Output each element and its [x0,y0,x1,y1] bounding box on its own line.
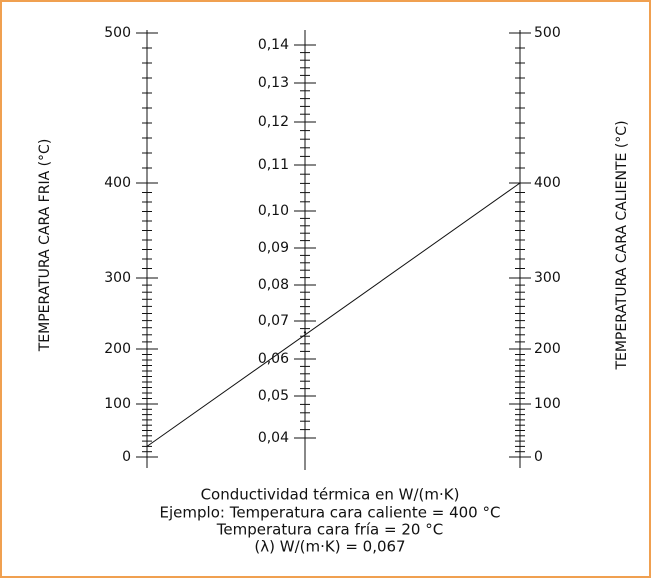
example-line [146,182,521,447]
tick-label: 0,14 [258,37,289,53]
caption-line: Conductividad térmica en W/(m·K) [201,486,460,504]
tick-label: 0 [122,449,131,465]
tick-label: 300 [104,270,131,286]
tick-label: 0,09 [258,240,289,256]
tick-label: 0,11 [258,157,289,173]
tick-label: 500 [104,25,131,41]
tick-label: 400 [534,175,561,191]
tick-label: 0,05 [258,388,289,404]
left-axis-title: TEMPERATURA CARA FRIA (°C) [37,139,53,353]
tick-label: 0,10 [258,203,289,219]
tick-label: 400 [104,175,131,191]
tick-label: 100 [104,396,131,412]
caption-line: Temperatura cara fría = 20 °C [216,521,443,539]
tick-label: 0,13 [258,75,289,91]
caption-line: (λ) W/(m·K) = 0,067 [254,538,405,556]
tick-label: 0,12 [258,114,289,130]
tick-label: 300 [534,270,561,286]
caption-line: Ejemplo: Temperatura cara caliente = 400… [160,504,501,522]
tick-label: 100 [534,396,561,412]
tick-label: 0,07 [258,313,289,329]
tick-label: 200 [534,341,561,357]
right-axis-title: TEMPERATURA CARA CALIENTE (°C) [614,120,630,370]
tick-label: 0,04 [258,430,289,446]
tick-label: 500 [534,25,561,41]
tick-label: 200 [104,341,131,357]
tick-label: 0 [534,449,543,465]
tick-label: 0,08 [258,277,289,293]
example-lambda [303,331,307,334]
